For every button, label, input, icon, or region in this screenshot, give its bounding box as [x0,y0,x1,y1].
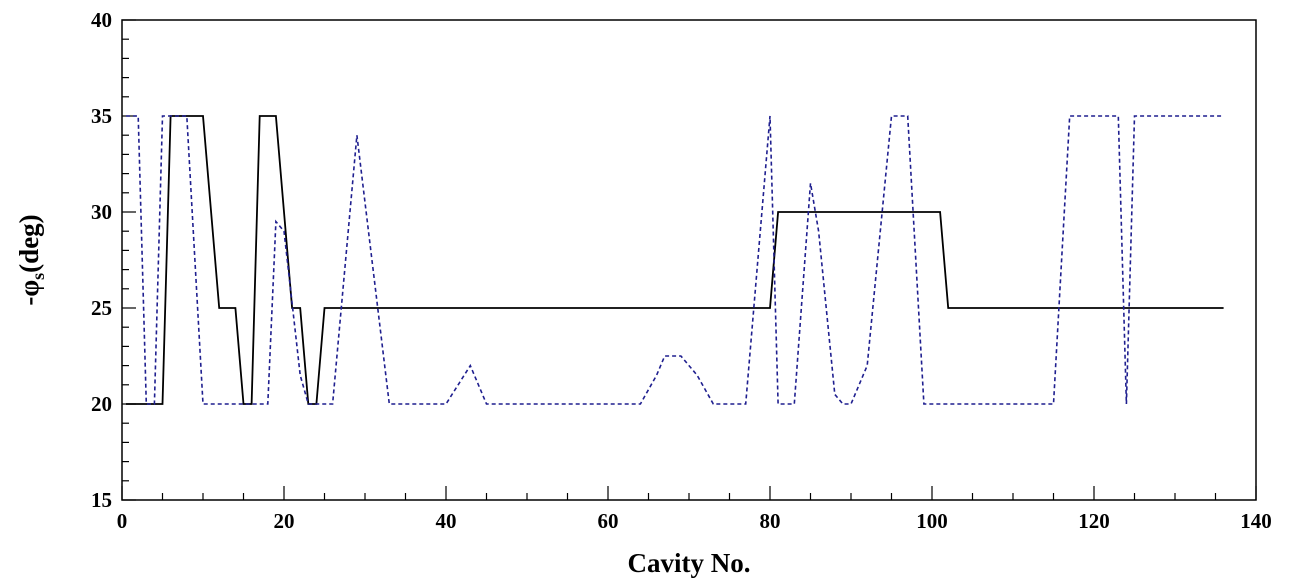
y-axis-title-prefix: -φ [14,280,44,306]
y-axis-title-suffix: (deg) [14,214,44,272]
x-tick-label: 20 [274,509,295,533]
y-tick-label: 35 [91,104,112,128]
y-tick-label: 25 [91,296,112,320]
series-group [126,115,1224,405]
y-tick-label: 40 [91,8,112,32]
minor-ticks [122,38,1217,500]
x-tick-label: 120 [1078,509,1110,533]
x-tick-label: 80 [760,509,781,533]
x-tick-label: 0 [117,509,128,533]
y-axis-title: -φs(deg) [14,214,48,305]
x-tick-label: 60 [598,509,619,533]
y-tick-labels: 15 20 25 30 35 40 [91,8,112,512]
x-tick-label: 100 [916,509,948,533]
y-tick-label: 30 [91,200,112,224]
x-tick-labels: 0 20 40 60 80 100 120 140 [117,509,1272,533]
dashed-series-line [126,115,1224,405]
y-tick-label: 15 [91,488,112,512]
solid-series-line [126,115,1224,405]
y-tick-label: 20 [91,392,112,416]
x-tick-label: 140 [1240,509,1272,533]
x-tick-label: 40 [436,509,457,533]
x-axis-title: Cavity No. [628,548,751,578]
plot-frame [121,19,1257,501]
major-ticks [121,19,1257,501]
y-axis-title-subscript: s [28,273,48,280]
